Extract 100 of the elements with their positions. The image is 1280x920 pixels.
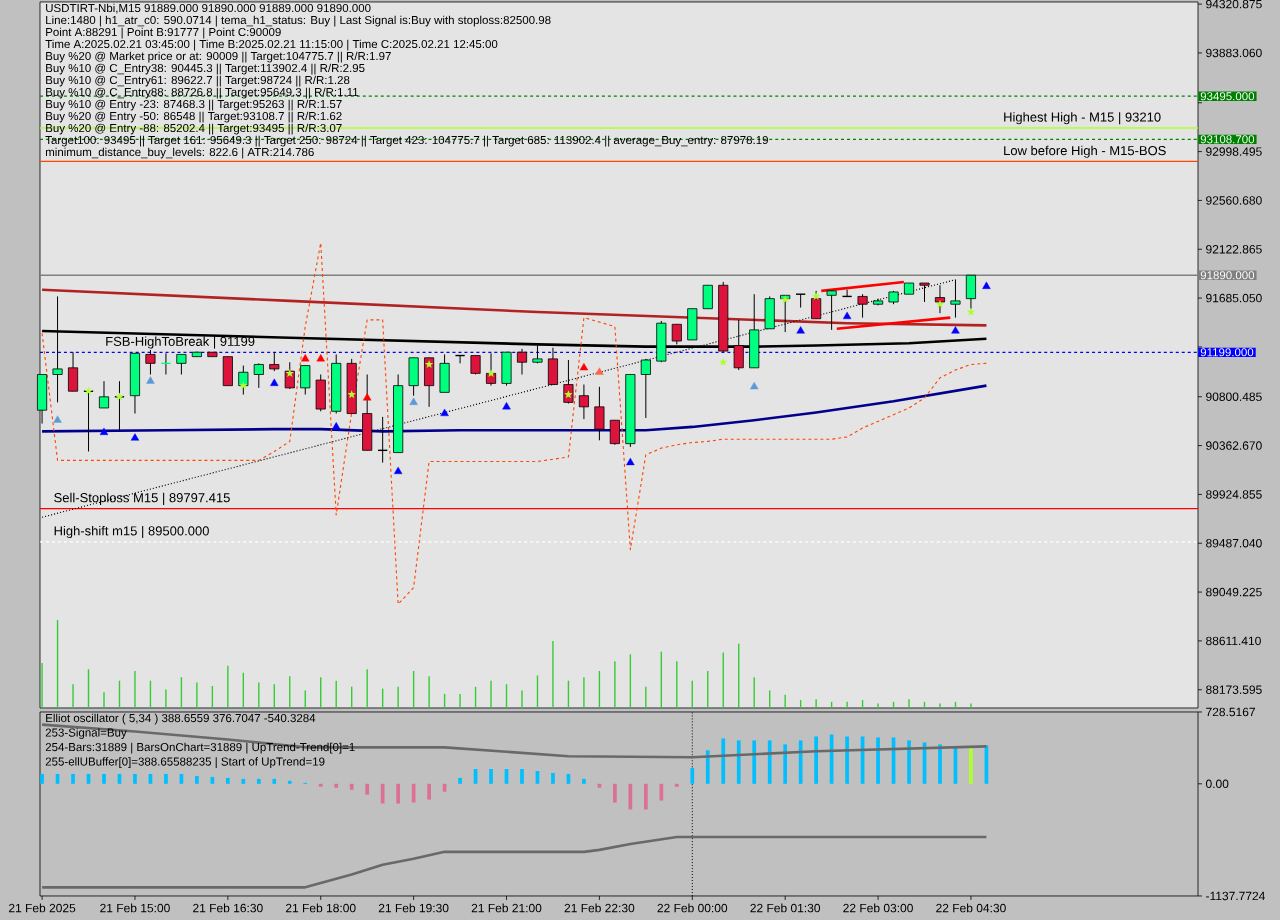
point [239,381,248,390]
point [347,390,356,399]
point [130,433,140,441]
candlestick [485,352,497,387]
candlestick [702,284,713,310]
candlestick [269,351,280,372]
bar [164,773,168,784]
bar [71,773,75,784]
annotation: Time A:2025.02.21 03:45:00 | Time B:2025.02.21 11:15:00 | Time C:2025.02.21 12:45:00 [45,39,498,51]
point [626,457,635,466]
point [332,422,341,430]
bar [396,783,400,804]
bar [690,768,695,784]
point [316,354,325,362]
x-tick-label: 22 Feb 04:30 [936,903,1006,913]
y-tick-label: 89049.225 [1206,587,1262,597]
x-tick-label: 21 Feb 19:30 [378,903,449,913]
candlestick [67,351,79,392]
x-tick-label: 21 Feb 15:00 [100,903,170,913]
x-tick-label: 21 Feb 22:30 [564,903,635,913]
bar [674,783,679,787]
bar [40,773,44,784]
annotation: Buy %10 @ C_Entry88: 88726.8 || Target:95649.3 || R/R:1.11 [46,87,359,99]
candlestick [145,349,156,375]
bar [318,783,323,787]
bar [272,778,277,784]
point [811,292,821,300]
point [270,378,279,386]
candlestick [253,362,264,389]
point [424,360,434,369]
bar [287,780,292,784]
bar [225,777,230,784]
y-tick-label: 91685.050 [1206,293,1262,303]
y-tick-label: 92998.495 [1206,147,1262,156]
annotation: Line:1480 | h1_atr_c0: 590.0714 | tema_h1_status: Buy | Last Signal is:Buy with stoploss:82500.98 [46,15,551,27]
x-tick-label: 21 Feb 16:30 [193,903,263,913]
y-tick-label: 90362.670 [1206,441,1262,450]
ref-line-label: 91890.000 [1200,271,1255,280]
x-tick-label: 21 Feb 18:00 [285,903,356,913]
annotation: Point A:88291 | Point B:91777 | Point C:90009 [46,27,281,39]
point [285,368,294,377]
candlestick [176,353,187,375]
ref-line-label: 93495.000 [1200,92,1255,101]
y-tick-label: 90800.485 [1206,392,1262,402]
line-series [40,723,988,759]
candlestick [594,386,605,441]
candlestick [609,419,620,446]
y-tick-label: 89924.855 [1206,490,1262,499]
bar [752,740,757,784]
bar [427,783,431,800]
bar [783,744,788,784]
x-tick-label: 22 Feb 01:30 [750,903,821,913]
ref-line-label: 93108.700 [1200,135,1255,144]
candlestick [516,348,528,375]
bar [551,772,555,784]
x-tick-label: 21 Feb 21:00 [471,903,542,913]
bar [907,740,911,784]
x-tick-label: 22 Feb 03:00 [843,903,913,913]
bar [736,740,741,784]
bar [582,778,586,784]
point [84,386,93,395]
bar [705,750,710,784]
y-tick-label: 88611.410 [1206,636,1261,646]
point [595,367,604,375]
line-series [40,835,988,889]
point [579,363,589,371]
annotation: Buy %20 @ Entry -50: 86548 || Target:93108.7 || R/R:1.62 [46,111,342,123]
ref-line-label: 91199.000 [1200,348,1254,357]
point [393,466,403,475]
candlestick [950,279,961,319]
bar [721,738,726,784]
point [842,311,852,319]
bar [349,783,354,790]
x-tick-label: 22 Feb 00:00 [657,903,728,913]
y-tick-label: 92560.680 [1206,196,1262,205]
point [780,295,790,304]
y-tick-label: 0.00 [1205,779,1229,789]
bar [798,740,803,784]
point [115,392,124,401]
bar [256,778,261,784]
bar [969,746,973,784]
candlestick [640,358,651,419]
bar [102,773,106,784]
bar [643,783,648,810]
bar [334,783,339,788]
point [502,402,511,410]
point [486,368,496,377]
point [951,326,960,334]
bar [659,783,664,801]
candlestick [857,293,868,319]
bar [133,773,137,784]
point [750,381,759,390]
candlestick [300,365,311,396]
annotation: Buy %10 @ Entry -23: 87468.3 || Target:95263 || R/R:1.57 [46,99,342,111]
candlestick [826,290,837,331]
chart-title: USDTIRT-Nbi,M15 91889.000 91890.000 91889.000 91890.000 [46,3,371,14]
annotation: Target100: 93495 || Target 161: 95649.3 || Target 250: 98724 || Target 423: 104775.7 || Target 685: 113902.4 || average_Buy_entry: 87978.19 [45,135,768,147]
point [53,415,62,423]
annotation: Buy %10 @ C_Entry61: 89622.7 || Target:98724 || R/R:1.28 [46,75,350,87]
candlestick [578,384,589,420]
